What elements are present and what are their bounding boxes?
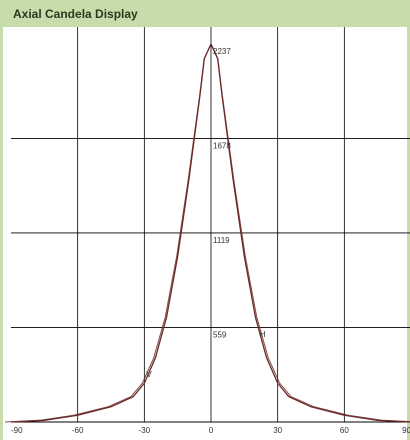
x-tick-label: 30 [273,426,282,435]
y-tick-label: 1119 [213,236,230,245]
panel-title: Axial Candela Display [13,7,138,21]
curve-label-v: V [146,370,152,379]
candela-chart: -90 -60 -30 0 30 60 90 2237 1678 1119 559 V H [3,27,410,440]
x-tick-label: 0 [209,426,214,435]
x-tick-label: -60 [72,426,84,435]
chart-grid [11,27,410,422]
x-tick-label: -30 [139,426,151,435]
chart-labels: -90 -60 -30 0 30 60 90 2237 1678 1119 559 V H [11,47,410,435]
y-tick-label: 1678 [213,141,231,150]
x-tick-label: 90 [402,426,410,435]
x-tick-label: -90 [11,426,23,435]
x-tick-label: 60 [340,426,349,435]
title-bar: Axial Candela Display [3,0,410,27]
y-tick-label: 2237 [213,47,231,56]
curve-label-h: H [260,330,266,339]
y-tick-label: 559 [213,331,227,340]
